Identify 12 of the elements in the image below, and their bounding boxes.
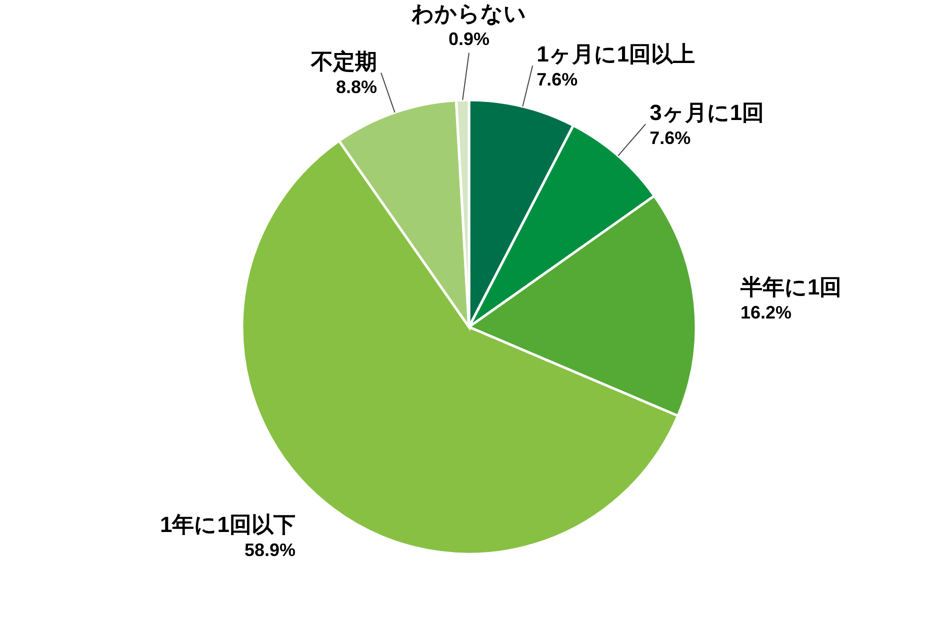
- data-label: 0.9%: [448, 28, 490, 49]
- slice-label: 3ヶ月に1回: [650, 100, 764, 126]
- data-label: 58.9%: [244, 540, 296, 560]
- data-label: 8.8%: [336, 76, 378, 97]
- slice-label: 1年に1回以下: [160, 512, 296, 537]
- slice-label: 1ヶ月に1回以上: [536, 42, 696, 67]
- slice-label: 不定期: [310, 48, 378, 74]
- slice-label: 半年に1回: [739, 274, 842, 300]
- slice-label: わからない: [410, 0, 526, 26]
- data-label: 7.6%: [536, 70, 578, 90]
- data-label: 16.2%: [740, 302, 792, 322]
- data-label: 7.6%: [650, 128, 691, 148]
